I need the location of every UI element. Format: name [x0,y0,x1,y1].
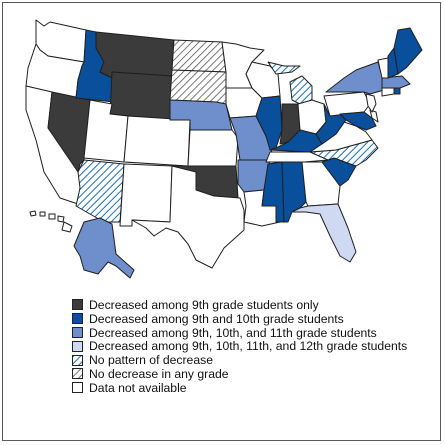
legend-item: No pattern of decrease [72,353,432,367]
legend-swatch-none [72,382,83,394]
legend-swatch-light [72,340,83,352]
legend-item: Decreased among 9th, 10th, and 11th grad… [72,326,432,340]
legend-swatch-hatch-blue [72,354,83,366]
legend-label: Decreased among 9th and 10th grade stude… [89,311,344,326]
state-new-mexico [119,163,173,227]
state-pennsylvania [323,91,371,117]
state-delaware [369,109,379,123]
state-hawaii-4 [57,215,65,223]
legend-swatch-hatch-gray [72,368,83,380]
state-new-york [325,61,385,95]
state-texas [131,165,245,269]
state-north-dakota [171,39,227,73]
state-kansas [187,129,239,167]
legend-label: No decrease in any grade [89,366,229,381]
state-hawaii-5 [61,221,73,233]
state-south-dakota [169,69,227,105]
state-hawaii-2 [39,211,46,217]
state-alaska [73,217,135,279]
legend-label: Decreased among 9th, 10th, and 11th grad… [89,325,377,340]
state-hawaii-1 [29,210,37,217]
state-massachusetts [381,75,411,89]
state-maine [393,27,423,75]
legend-swatch-pattern [73,355,82,365]
state-colorado [123,115,191,167]
state-arizona [75,159,125,223]
state-wyoming [109,71,173,121]
state-connecticut [381,87,395,97]
legend-label: Decreased among 9th grade students only [89,297,319,312]
legend-item: Decreased among 9th and 10th grade stude… [72,312,432,326]
legend-swatch-medium [72,326,83,338]
legend: Decreased among 9th grade students only … [72,298,432,395]
legend-item: Decreased among 9th, 10th, 11th, and 12t… [72,339,432,353]
legend-label: Decreased among 9th, 10th, 11th, and 12t… [89,339,408,354]
legend-item: No decrease in any grade [72,367,432,381]
state-florida [291,203,357,263]
state-montana [95,31,175,79]
state-rhode-island [393,87,401,95]
legend-item: Data not available [72,381,432,395]
legend-swatch-navy [72,313,83,325]
legend-label: No pattern of decrease [89,353,213,368]
legend-item: Decreased among 9th grade students only [72,298,432,312]
legend-swatch-dark [72,299,83,311]
state-hawaii-3 [48,213,56,220]
state-new-jersey [365,93,377,113]
state-michigan [289,75,313,105]
state-maryland [339,111,377,131]
legend-swatch-pattern [73,369,82,379]
legend-label: Data not available [89,380,187,395]
state-michigan-upper [267,61,301,75]
